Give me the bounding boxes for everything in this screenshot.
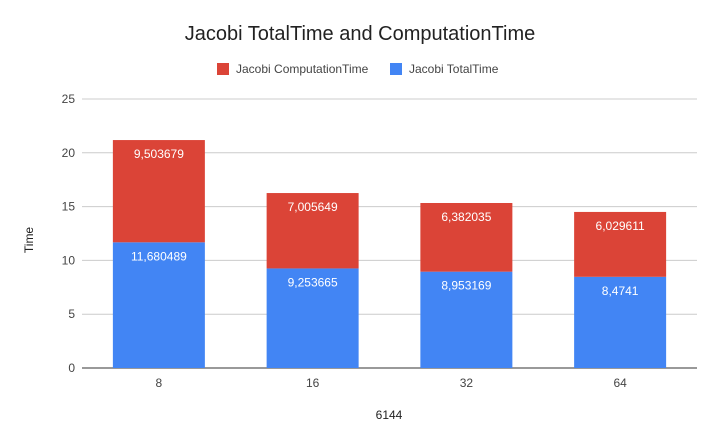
bar-segment-total-time <box>112 242 205 368</box>
legend-swatch <box>390 63 402 75</box>
y-tick-label: 25 <box>62 92 76 106</box>
bar-segment-total-time <box>420 271 513 368</box>
bar-segment-computation-time <box>574 211 667 277</box>
data-labels: 11,680489 9,503679 9,253665 7,005649 8,95316… <box>131 147 645 298</box>
y-axis-label: Time <box>22 227 36 254</box>
bar-segment-computation-time <box>266 193 359 269</box>
chart-title: Jacobi TotalTime and ComputationTime <box>185 23 536 45</box>
legend: Jacobi ComputationTime Jacobi TotalTime <box>217 62 499 76</box>
y-axis-ticks: 0 5 10 15 20 25 <box>62 92 76 375</box>
y-tick-label: 5 <box>68 307 75 321</box>
y-tick-label: 0 <box>68 361 75 375</box>
data-label: 6,382035 <box>441 210 491 224</box>
x-axis-ticks: 8 16 32 64 <box>156 376 628 390</box>
y-tick-label: 10 <box>62 253 76 267</box>
data-label: 8,4741 <box>602 284 639 298</box>
data-label: 9,253665 <box>288 275 338 289</box>
data-label: 9,503679 <box>134 147 184 161</box>
bar-segment-computation-time <box>420 202 513 272</box>
bar-segment-computation-time <box>112 140 205 243</box>
bar-segment-total-time <box>266 268 359 368</box>
bars <box>112 140 667 368</box>
x-axis-label: 6144 <box>376 408 403 422</box>
x-tick-label: 64 <box>613 376 627 390</box>
legend-swatch <box>217 63 229 75</box>
data-label: 6,029611 <box>596 219 645 233</box>
bar-segment-total-time <box>574 276 667 368</box>
y-tick-label: 20 <box>62 146 76 160</box>
x-tick-label: 8 <box>156 376 163 390</box>
x-tick-label: 32 <box>460 376 474 390</box>
data-label: 11,680489 <box>131 249 187 263</box>
legend-label: Jacobi TotalTime <box>409 62 499 76</box>
data-label: 8,953169 <box>441 279 491 293</box>
data-label: 7,005649 <box>288 200 338 214</box>
legend-label: Jacobi ComputationTime <box>236 62 369 76</box>
x-tick-label: 16 <box>306 376 320 390</box>
y-tick-label: 15 <box>62 200 76 214</box>
